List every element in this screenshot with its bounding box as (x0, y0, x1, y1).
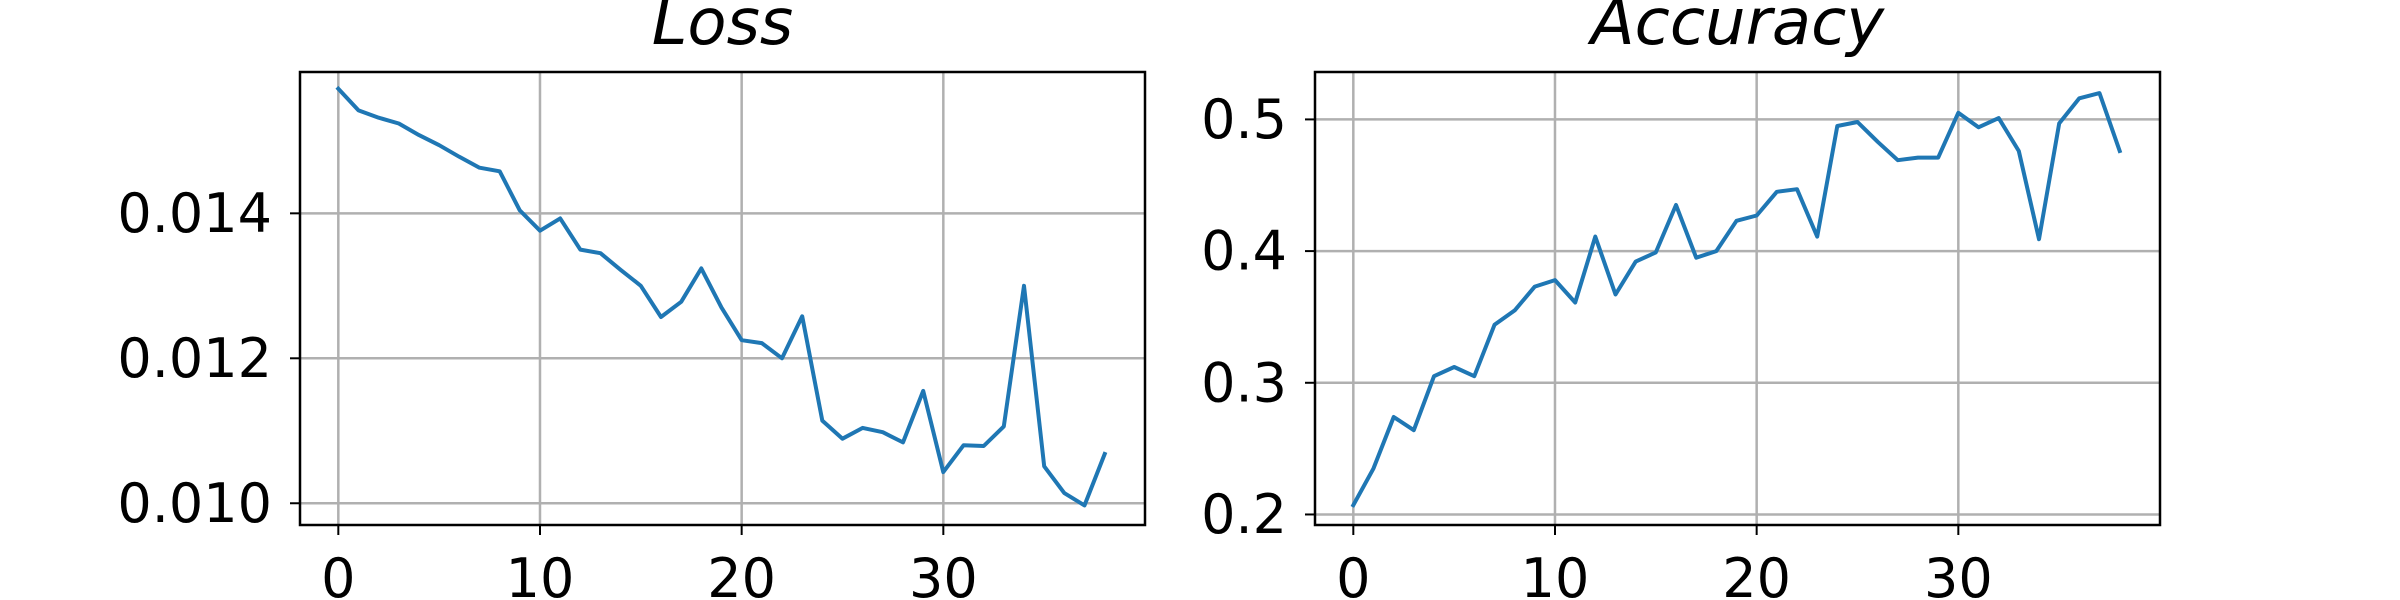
loss-series-line (335, 85, 1108, 508)
accuracy-plot-area (1350, 91, 2123, 508)
loss-grid (300, 72, 1145, 525)
loss-chart-title: Loss (652, 0, 794, 60)
accuracy-grid (1315, 72, 2160, 525)
accuracy-y-tick-label: 0.2 (1201, 483, 1287, 546)
loss-y-tick-label: 0.012 (117, 327, 272, 390)
loss-y-tick-label: 0.014 (117, 182, 272, 245)
loss-x-tick-label: 30 (909, 547, 978, 600)
accuracy-chart-title: Accuracy (1587, 0, 1885, 60)
loss-y-tick-label: 0.010 (117, 472, 272, 535)
loss-x-tick-label: 20 (707, 547, 776, 600)
accuracy-y-tick-label: 0.5 (1201, 88, 1287, 151)
loss-plot-area (335, 85, 1108, 508)
accuracy-axes-frame (1313, 70, 2162, 527)
accuracy-x-tick-label: 0 (1336, 547, 1370, 600)
accuracy-series-line (1350, 91, 2123, 508)
accuracy-x-tick-label: 10 (1521, 547, 1590, 600)
accuracy-ticks: 0 10 20 30 0.2 0.3 0.4 0.5 (1201, 88, 1993, 600)
accuracy-x-tick-label: 30 (1924, 547, 1993, 600)
accuracy-y-tick-label: 0.3 (1201, 351, 1287, 414)
loss-ticks: 0 10 20 30 0.010 0.012 0.014 (117, 182, 977, 600)
accuracy-x-tick-label: 20 (1722, 547, 1791, 600)
accuracy-chart: 0 10 20 30 0.2 0.3 0.4 0.5 Accuracy (1201, 0, 2162, 600)
loss-axes-frame (298, 70, 1147, 527)
accuracy-y-tick-label: 0.4 (1201, 220, 1287, 283)
loss-x-tick-label: 10 (506, 547, 575, 600)
loss-chart: 0 10 20 30 0.010 0.012 0.014 Loss (117, 0, 1147, 600)
loss-x-tick-label: 0 (321, 547, 355, 600)
